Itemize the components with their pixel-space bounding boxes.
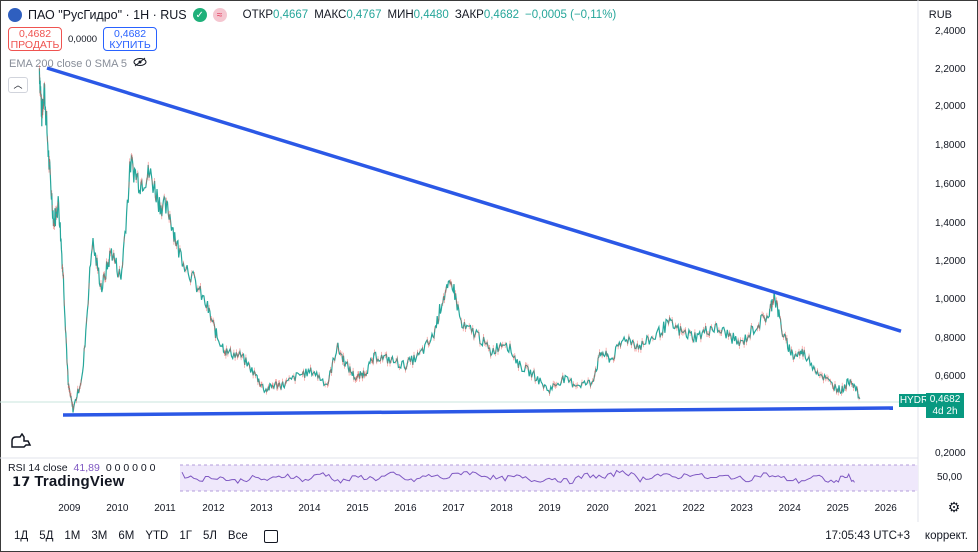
indicator-label: EMA 200 close 0 SMA 5 [9, 57, 128, 70]
time-tick-label: 2020 [586, 503, 609, 514]
rsi-value: 41,89 [73, 462, 100, 474]
time-tick-label: 2011 [154, 503, 176, 514]
time-tick-label: 2024 [779, 503, 802, 514]
time-tick-label: 2026 [875, 503, 898, 514]
rsi-extra: 0 0 0 0 0 0 [105, 462, 156, 474]
buy-price: 0,4682 [114, 28, 147, 40]
sell-price: 0,4682 [18, 28, 52, 40]
open-label: ОТКР [242, 9, 273, 21]
price-tick-label: 2,0000 [935, 101, 966, 112]
sell-label: ПРОДАТЬ [10, 39, 60, 51]
time-tick-label: 2021 [634, 503, 657, 514]
bottom-toolbar: 1Д 5Д 1М 3М 6М YTD 1Г 5Л Все 17:05:43 UTC+3 корр… [0, 522, 978, 550]
gear-icon[interactable]: ⚙ [947, 499, 961, 515]
price-tick-label: 1,4000 [935, 218, 966, 229]
countdown-tag: 4d 2h [926, 406, 964, 418]
timeframe-button[interactable]: 5Д [39, 530, 54, 542]
clock-time[interactable]: 17:05:43 UTC+3 [825, 530, 910, 542]
price-tick-label: 1,8000 [935, 140, 966, 151]
ohlc-values: ОТКР0,4667 МАКС0,4767 МИН0,4480 ЗАКР0,46… [243, 9, 617, 21]
price-tick-label: 1,2000 [935, 256, 966, 267]
change-value: −0,0005 (−0,11%) [525, 9, 617, 21]
timeframe-button[interactable]: 1Д [14, 530, 29, 542]
time-tick-label: 2025 [827, 503, 850, 514]
price-tick-label: 0,2000 [935, 448, 966, 459]
price-tick-label: 1,0000 [935, 294, 966, 305]
high-label: МАКС [314, 9, 347, 21]
dino-icon [10, 432, 32, 454]
timeframe-button[interactable]: 1М [64, 530, 81, 542]
logo-text: TradingView [34, 473, 125, 490]
low-label: МИН [387, 9, 414, 21]
open-value: 0,4667 [273, 9, 309, 21]
price-tick-label: 0,8000 [935, 333, 966, 344]
time-tick-label: 2009 [58, 503, 81, 514]
time-tick-label: 2016 [394, 503, 417, 514]
time-tick-label: 2022 [683, 503, 706, 514]
tradingview-logo[interactable]: 𝟭𝟳 TradingView [12, 473, 125, 490]
timeframe-button[interactable]: YTD [145, 530, 169, 542]
price-series [38, 68, 861, 413]
close-value: 0,4682 [483, 9, 520, 21]
eye-crossed-icon[interactable] [133, 57, 147, 70]
time-axis: 2009 2010 2011 2012 2013 2014 2015 2016 2017 2018… [58, 503, 897, 514]
price-axis: 2,4000 2,2000 2,0000 1,8000 1,6000 1,4000 1,20… [935, 26, 966, 459]
indicator-legend[interactable]: EMA 200 close 0 SMA 5 [9, 57, 147, 70]
chart-header: ПАО "РусГидро" · 1H · RUS ✓ ≈ ОТКР0,4667… [8, 6, 616, 24]
spread-value: 0,0000 [68, 33, 98, 45]
time-tick-label: 2019 [538, 503, 561, 514]
low-value: 0,4480 [413, 9, 449, 21]
price-tick-label: 0,6000 [935, 371, 966, 382]
timeframe-button[interactable]: 3М [91, 530, 108, 542]
buy-button[interactable]: 0,4682 КУПИТЬ [103, 27, 158, 51]
price-tick-label: 2,2000 [935, 64, 966, 75]
trendline-lower[interactable] [62, 406, 894, 417]
time-tick-label: 2015 [346, 503, 369, 514]
time-tick-label: 2013 [250, 503, 273, 514]
price-series-bearish [39, 65, 860, 410]
sell-button[interactable]: 0,4682 ПРОДАТЬ [8, 27, 62, 51]
trade-panel: 0,4682 ПРОДАТЬ 0,0000 0,4682 КУПИТЬ [8, 27, 158, 51]
collapse-legend-button[interactable]: ︿ [8, 77, 28, 93]
rsi-series [181, 469, 855, 485]
adjust-toggle[interactable]: коррект. [924, 530, 968, 542]
timeframe-button[interactable]: 6М [118, 530, 135, 542]
rsi-legend[interactable]: RSI 14 close 41,89 0 0 0 0 0 0 [8, 462, 155, 474]
checkmark-icon[interactable]: ✓ [192, 8, 207, 22]
time-tick-label: 2012 [202, 503, 225, 514]
currency-label[interactable]: RUB [928, 9, 952, 21]
timeframe-button[interactable]: 5Л [202, 530, 217, 542]
price-tick-label: 2,4000 [935, 26, 966, 37]
time-tick-label: 2023 [731, 503, 754, 514]
timeframe-list: 1Д 5Д 1М 3М 6М YTD 1Г 5Л Все [14, 530, 248, 542]
time-tick-label: 2014 [298, 503, 321, 514]
symbol-logo-icon[interactable] [8, 8, 22, 22]
timeframe-button[interactable]: 1Г [179, 530, 192, 542]
time-tick-label: 2018 [490, 503, 513, 514]
timeframe-button[interactable]: Все [227, 530, 248, 542]
time-tick-label: 2010 [106, 503, 129, 514]
symbol-title[interactable]: ПАО "РусГидро" · 1H · RUS [28, 8, 187, 22]
tv-mark-icon: 𝟭𝟳 [12, 474, 35, 489]
rsi-level-label: 50,00 [937, 472, 962, 483]
close-label: ЗАКР [454, 9, 484, 21]
wave-icon[interactable]: ≈ [212, 8, 227, 22]
time-tick-label: 2017 [442, 503, 465, 514]
calendar-icon[interactable] [263, 529, 278, 543]
ticker-tag: HYDR [899, 394, 929, 407]
price-tick-label: 1,6000 [935, 179, 966, 190]
trendline-upper[interactable] [46, 66, 902, 333]
high-value: 0,4767 [346, 9, 382, 21]
last-price-tag: 0,4682 [926, 393, 964, 406]
rsi-label: RSI 14 close [8, 462, 68, 474]
buy-label: КУПИТЬ [109, 39, 151, 51]
